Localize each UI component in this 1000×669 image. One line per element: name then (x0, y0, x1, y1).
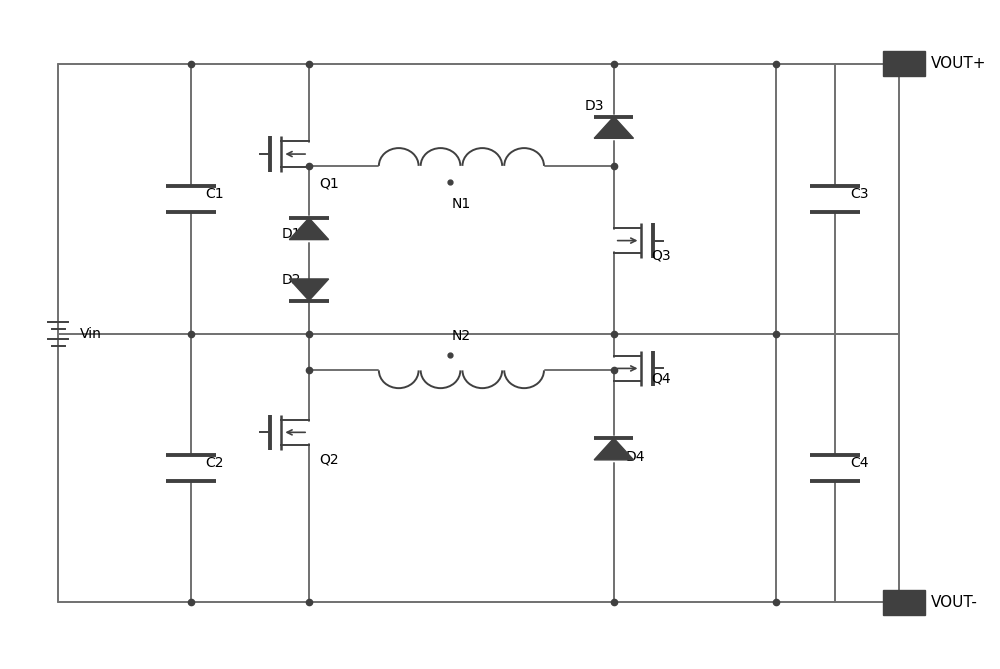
Text: D1: D1 (282, 227, 301, 241)
Text: D3: D3 (584, 99, 604, 113)
Text: Q3: Q3 (651, 248, 671, 262)
Polygon shape (594, 116, 633, 138)
Polygon shape (289, 279, 329, 300)
Text: VOUT+: VOUT+ (930, 56, 986, 71)
Text: N1: N1 (452, 197, 471, 211)
Text: D4: D4 (626, 450, 645, 464)
Text: D2: D2 (282, 273, 301, 287)
Text: Q1: Q1 (319, 177, 339, 191)
FancyBboxPatch shape (883, 590, 925, 615)
Text: Q2: Q2 (319, 453, 338, 467)
FancyBboxPatch shape (883, 52, 925, 76)
Polygon shape (594, 438, 633, 460)
Polygon shape (289, 218, 329, 240)
Text: Vin: Vin (80, 327, 102, 341)
Text: N2: N2 (452, 329, 471, 343)
Text: Q4: Q4 (651, 371, 671, 385)
Text: C3: C3 (850, 187, 868, 201)
Text: VOUT-: VOUT- (930, 595, 977, 610)
Text: C1: C1 (206, 187, 224, 201)
Text: C2: C2 (206, 456, 224, 470)
Text: C4: C4 (850, 456, 868, 470)
